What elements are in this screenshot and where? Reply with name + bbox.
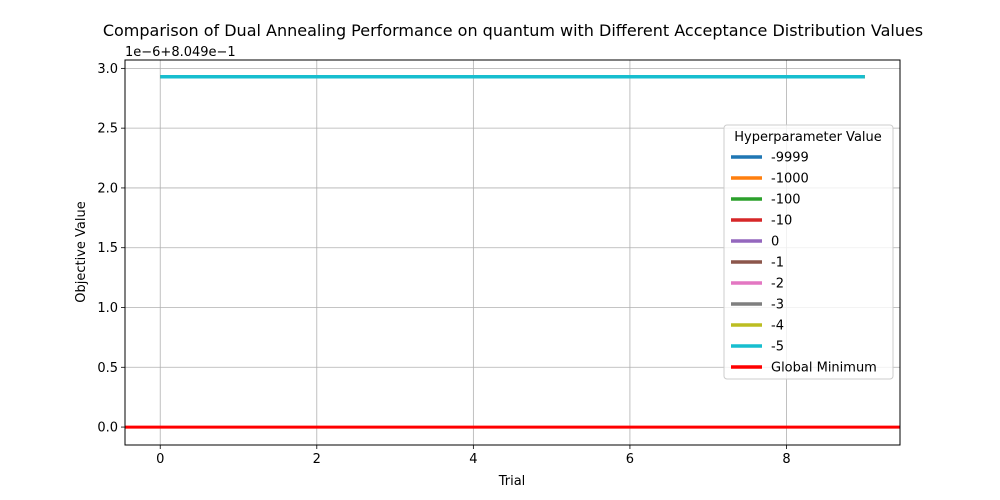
y-tick-label: 2.5 xyxy=(97,122,118,137)
x-tick-label: 8 xyxy=(782,452,790,467)
legend-label: -4 xyxy=(771,319,784,334)
legend-label: -1 xyxy=(771,256,784,271)
legend-label: -1000 xyxy=(771,172,809,187)
y-axis-label: Objective Value xyxy=(74,201,89,302)
legend-label: -9999 xyxy=(771,151,809,166)
legend-label: 0 xyxy=(771,235,779,250)
y-tick-label: 2.0 xyxy=(97,181,118,196)
x-axis-label: Trial xyxy=(498,474,526,489)
legend-label: -2 xyxy=(771,277,784,292)
x-tick-label: 0 xyxy=(156,452,164,467)
y-tick-label: 1.0 xyxy=(97,301,118,316)
y-tick-label: 1.5 xyxy=(97,241,118,256)
y-axis-ticks: 0.0 0.5 1.0 1.5 2.0 2.5 3.0 xyxy=(97,62,125,436)
legend-label: Global Minimum xyxy=(771,361,877,376)
legend-label: -5 xyxy=(771,340,784,355)
legend-title: Hyperparameter Value xyxy=(734,130,882,145)
plot-area-frame xyxy=(124,59,901,446)
legend-label: -3 xyxy=(771,298,784,313)
legend: Hyperparameter Value -9999-1000-100-100-… xyxy=(723,124,894,380)
y-tick-label: 3.0 xyxy=(97,62,118,77)
legend-label: -10 xyxy=(771,214,792,229)
y-tick-label: 0.5 xyxy=(97,361,118,376)
x-tick-label: 2 xyxy=(313,452,321,467)
chart-title: Comparison of Dual Annealing Performance… xyxy=(103,21,923,40)
x-axis-ticks: 0 2 4 6 8 xyxy=(156,445,791,467)
x-tick-label: 4 xyxy=(469,452,477,467)
legend-box xyxy=(723,124,894,380)
legend-label: -100 xyxy=(771,193,801,208)
y-offset-label: 1e−6+8.049e−1 xyxy=(125,45,236,60)
x-tick-label: 6 xyxy=(626,452,634,467)
y-tick-label: 0.0 xyxy=(97,421,118,436)
